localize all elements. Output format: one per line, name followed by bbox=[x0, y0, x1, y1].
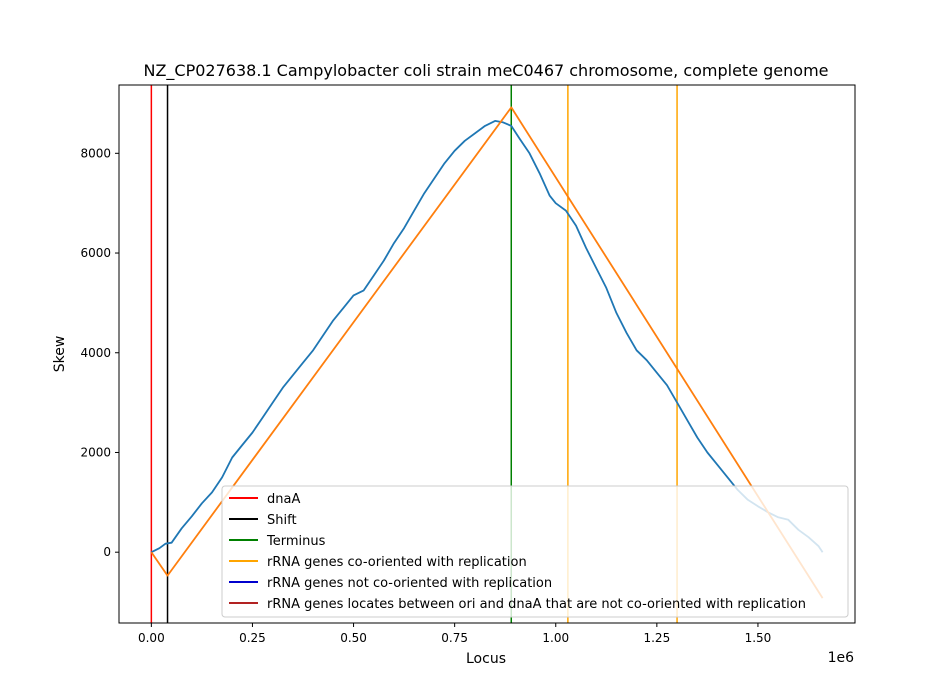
x-tick-label-1: 0.25 bbox=[239, 631, 266, 645]
x-axis-offset-label: 1e6 bbox=[828, 650, 855, 666]
x-axis: 0.00 0.25 0.50 0.75 1.00 1.25 1.50 bbox=[138, 623, 771, 645]
chart-title: NZ_CP027638.1 Campylobacter coli strain … bbox=[143, 61, 828, 81]
x-tick-label-5: 1.25 bbox=[643, 631, 670, 645]
x-tick-label-4: 1.00 bbox=[542, 631, 569, 645]
x-tick-label-6: 1.50 bbox=[745, 631, 772, 645]
x-axis-label: Locus bbox=[466, 651, 506, 667]
legend-label-4: rRNA genes not co-oriented with replicat… bbox=[267, 576, 552, 591]
x-tick-label-2: 0.50 bbox=[340, 631, 367, 645]
y-tick-label-1: 2000 bbox=[80, 445, 111, 459]
y-tick-label-4: 8000 bbox=[80, 146, 111, 160]
y-axis: 0 2000 4000 6000 8000 bbox=[80, 146, 119, 559]
x-tick-label-3: 0.75 bbox=[441, 631, 468, 645]
legend-label-2: Terminus bbox=[266, 534, 326, 549]
series-line-0 bbox=[150, 120, 824, 554]
y-tick-label-0: 0 bbox=[103, 545, 111, 559]
legend-label-5: rRNA genes locates between ori and dnaA … bbox=[267, 597, 806, 612]
plot-frame bbox=[118, 84, 856, 624]
legend-label-1: Shift bbox=[267, 513, 297, 528]
legend-label-0: dnaA bbox=[267, 492, 300, 507]
x-tick-label-0: 0.00 bbox=[138, 631, 165, 645]
legend-box bbox=[221, 485, 849, 618]
legend-label-3: rRNA genes co-oriented with replication bbox=[267, 555, 527, 570]
y-tick-label-3: 6000 bbox=[80, 246, 111, 260]
y-axis-label: Skew bbox=[52, 336, 68, 373]
y-tick-label-2: 4000 bbox=[80, 346, 111, 360]
legend: dnaA Shift Terminus rRNA genes co-oriented … bbox=[221, 485, 849, 618]
series-lines bbox=[150, 106, 824, 599]
series-line-1 bbox=[150, 106, 824, 599]
